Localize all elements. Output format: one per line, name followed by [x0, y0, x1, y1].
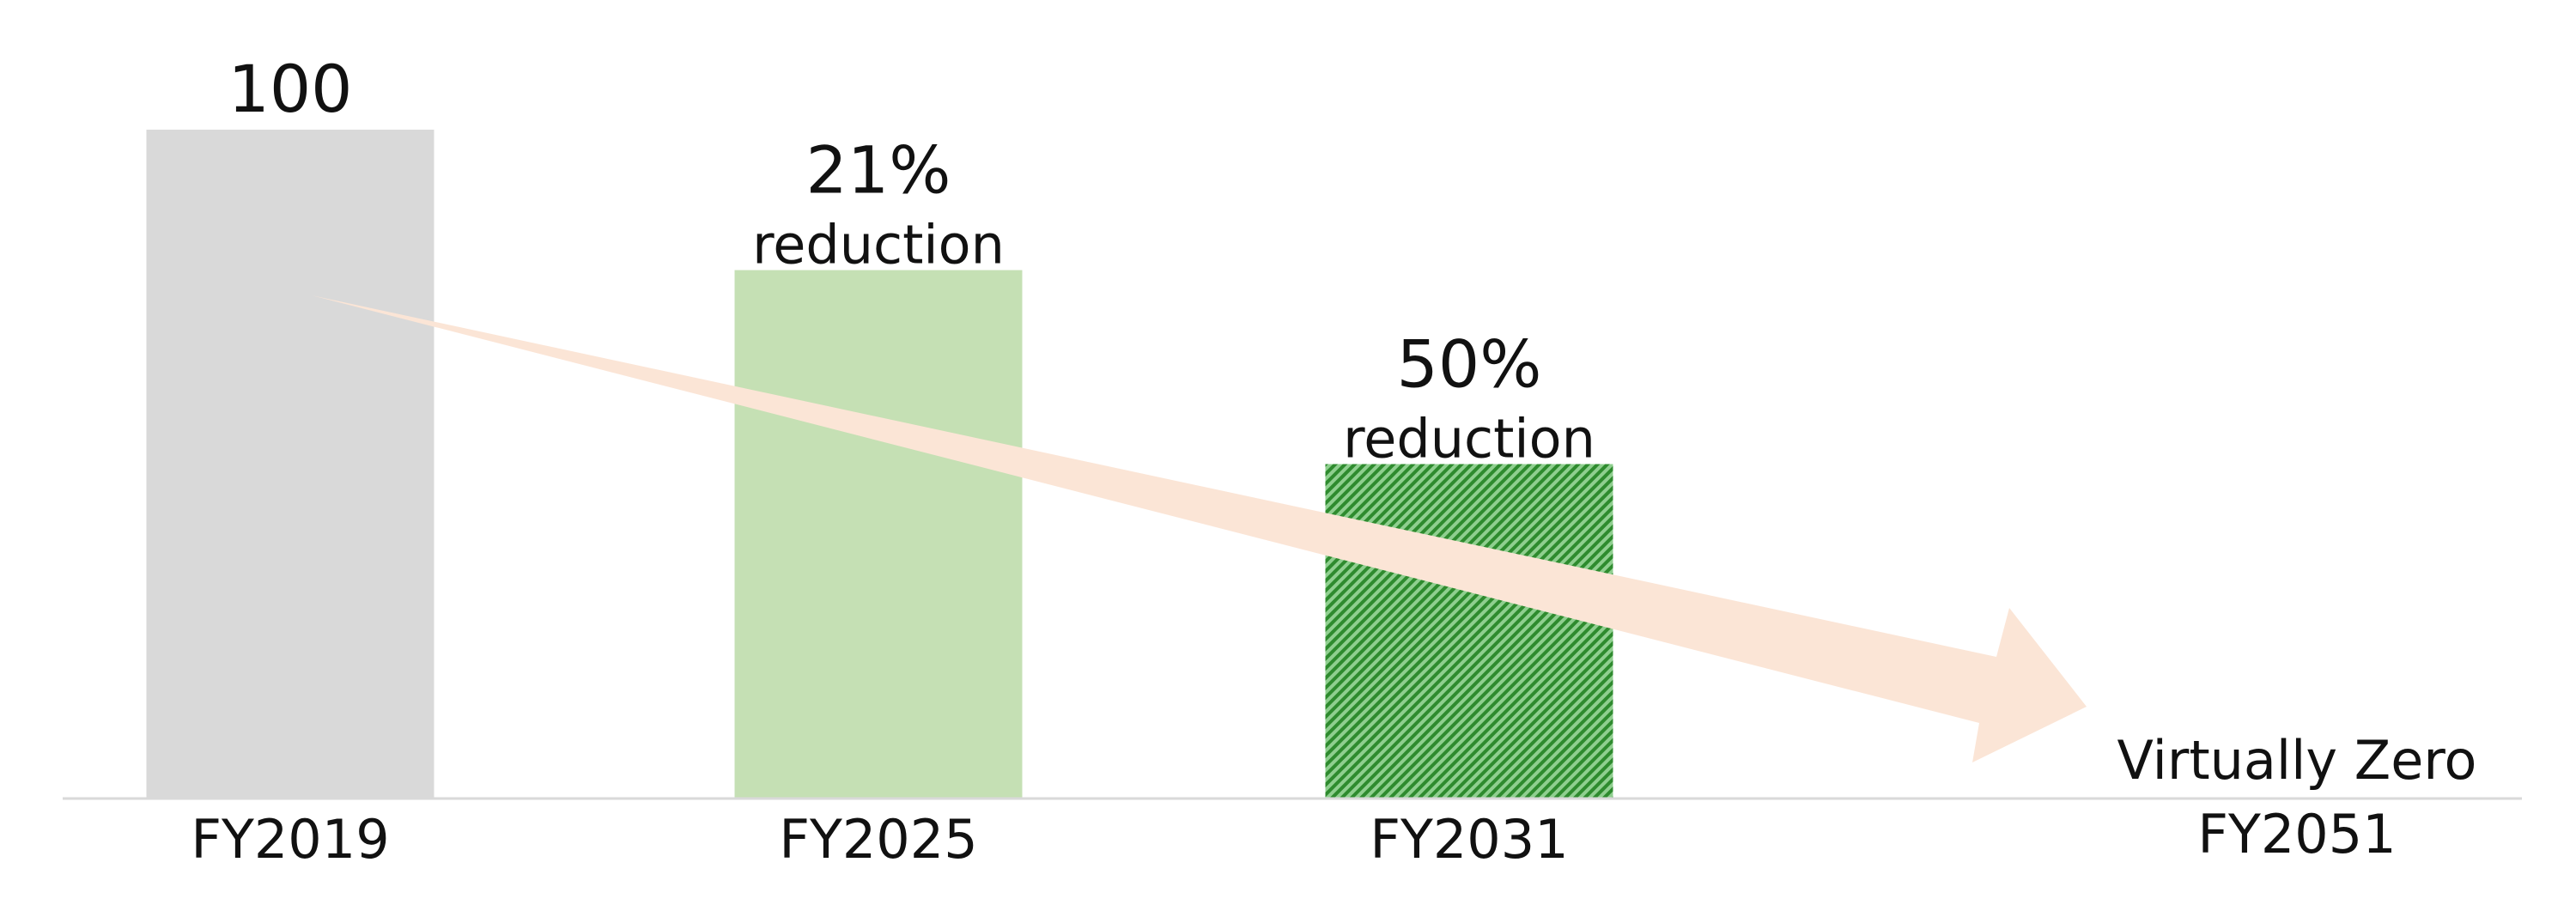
annotation: reduction: [752, 214, 1005, 276]
x-tick-label: FY2031: [1370, 808, 1568, 871]
x-tick-label: FY2025: [779, 808, 977, 871]
annotation: reduction: [1343, 408, 1595, 471]
trend-arrow: [312, 295, 2087, 762]
value-label: 100: [228, 51, 352, 127]
bar: [146, 130, 434, 799]
bar: [734, 270, 1023, 799]
x-tick-label: FY2051: [2197, 803, 2396, 865]
bars: [146, 130, 1613, 799]
x-tick-label: FY2019: [191, 808, 389, 871]
annotation: Virtually Zero: [2117, 729, 2477, 792]
annotation: 50%: [1397, 325, 1542, 402]
labels: FY2019100FY202521%reductionFY203150%redu…: [191, 51, 2476, 871]
bar: [1325, 464, 1613, 799]
annotation: 21%: [806, 132, 951, 209]
